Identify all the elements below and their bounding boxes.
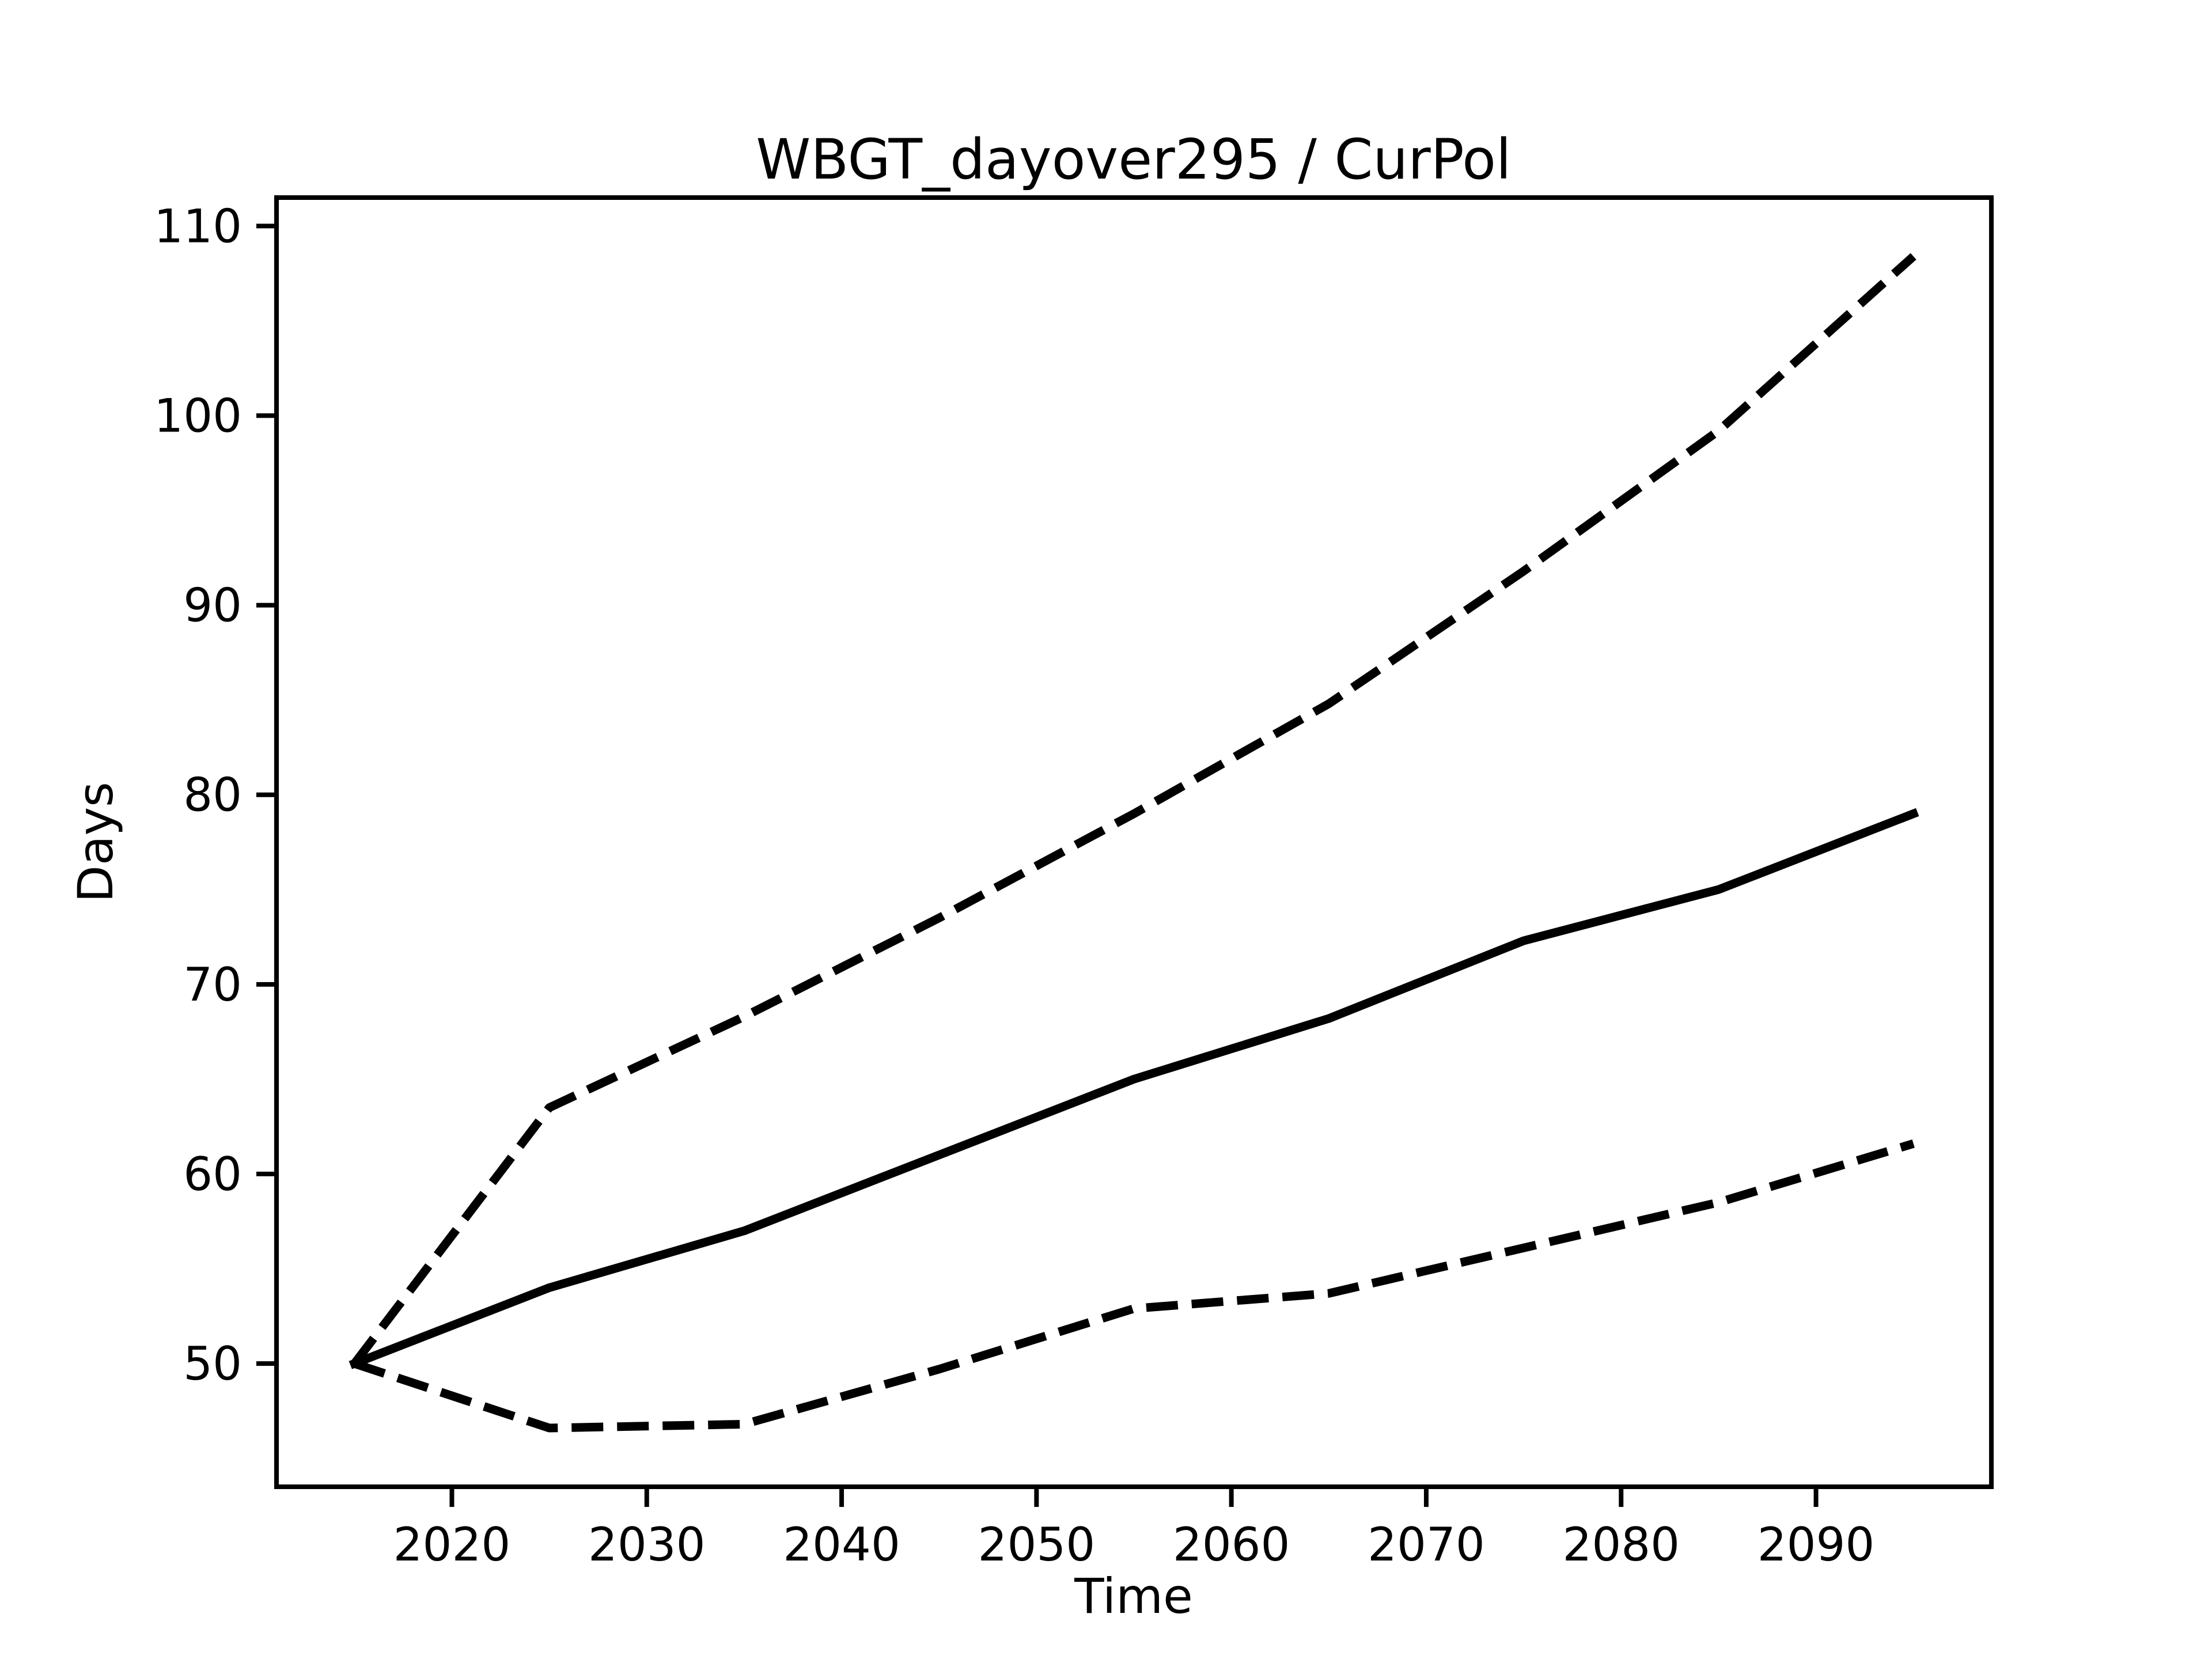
- chart-title: WBGT_dayover295 / CurPol: [756, 127, 1511, 192]
- y-tick-label: 80: [183, 768, 242, 822]
- data-series: [349, 253, 1919, 1433]
- y-tick-label: 60: [183, 1147, 242, 1201]
- y-axis-label: Days: [67, 782, 124, 903]
- x-tick-label: 2070: [1368, 1518, 1485, 1571]
- y-axis-ticks: 50 60 70 80 90 100 110: [154, 199, 276, 1391]
- y-tick-label: 100: [154, 389, 242, 442]
- x-tick-label: 2020: [393, 1518, 511, 1571]
- x-tick-label: 2060: [1173, 1518, 1290, 1571]
- y-tick-label: 50: [183, 1337, 242, 1391]
- mean-line: [349, 808, 1919, 1369]
- x-tick-label: 2080: [1562, 1518, 1680, 1571]
- upper-bound-line: [351, 253, 1916, 1366]
- x-axis-ticks: 2020 2030 2040 2050 2060 2070 2080 2090: [393, 1487, 1875, 1571]
- x-tick-label: 2030: [588, 1518, 706, 1571]
- y-tick-label: 70: [183, 958, 242, 1012]
- y-tick-label: 110: [154, 199, 242, 253]
- x-axis-label: Time: [1074, 1568, 1193, 1624]
- y-tick-label: 90: [183, 579, 242, 632]
- x-tick-label: 2050: [978, 1518, 1096, 1571]
- x-tick-label: 2090: [1758, 1518, 1875, 1571]
- plot-area-spines: [274, 195, 1994, 1489]
- plot-frame: [274, 195, 1994, 1489]
- lower-bound-line: [353, 1139, 1915, 1433]
- x-tick-label: 2040: [783, 1518, 900, 1571]
